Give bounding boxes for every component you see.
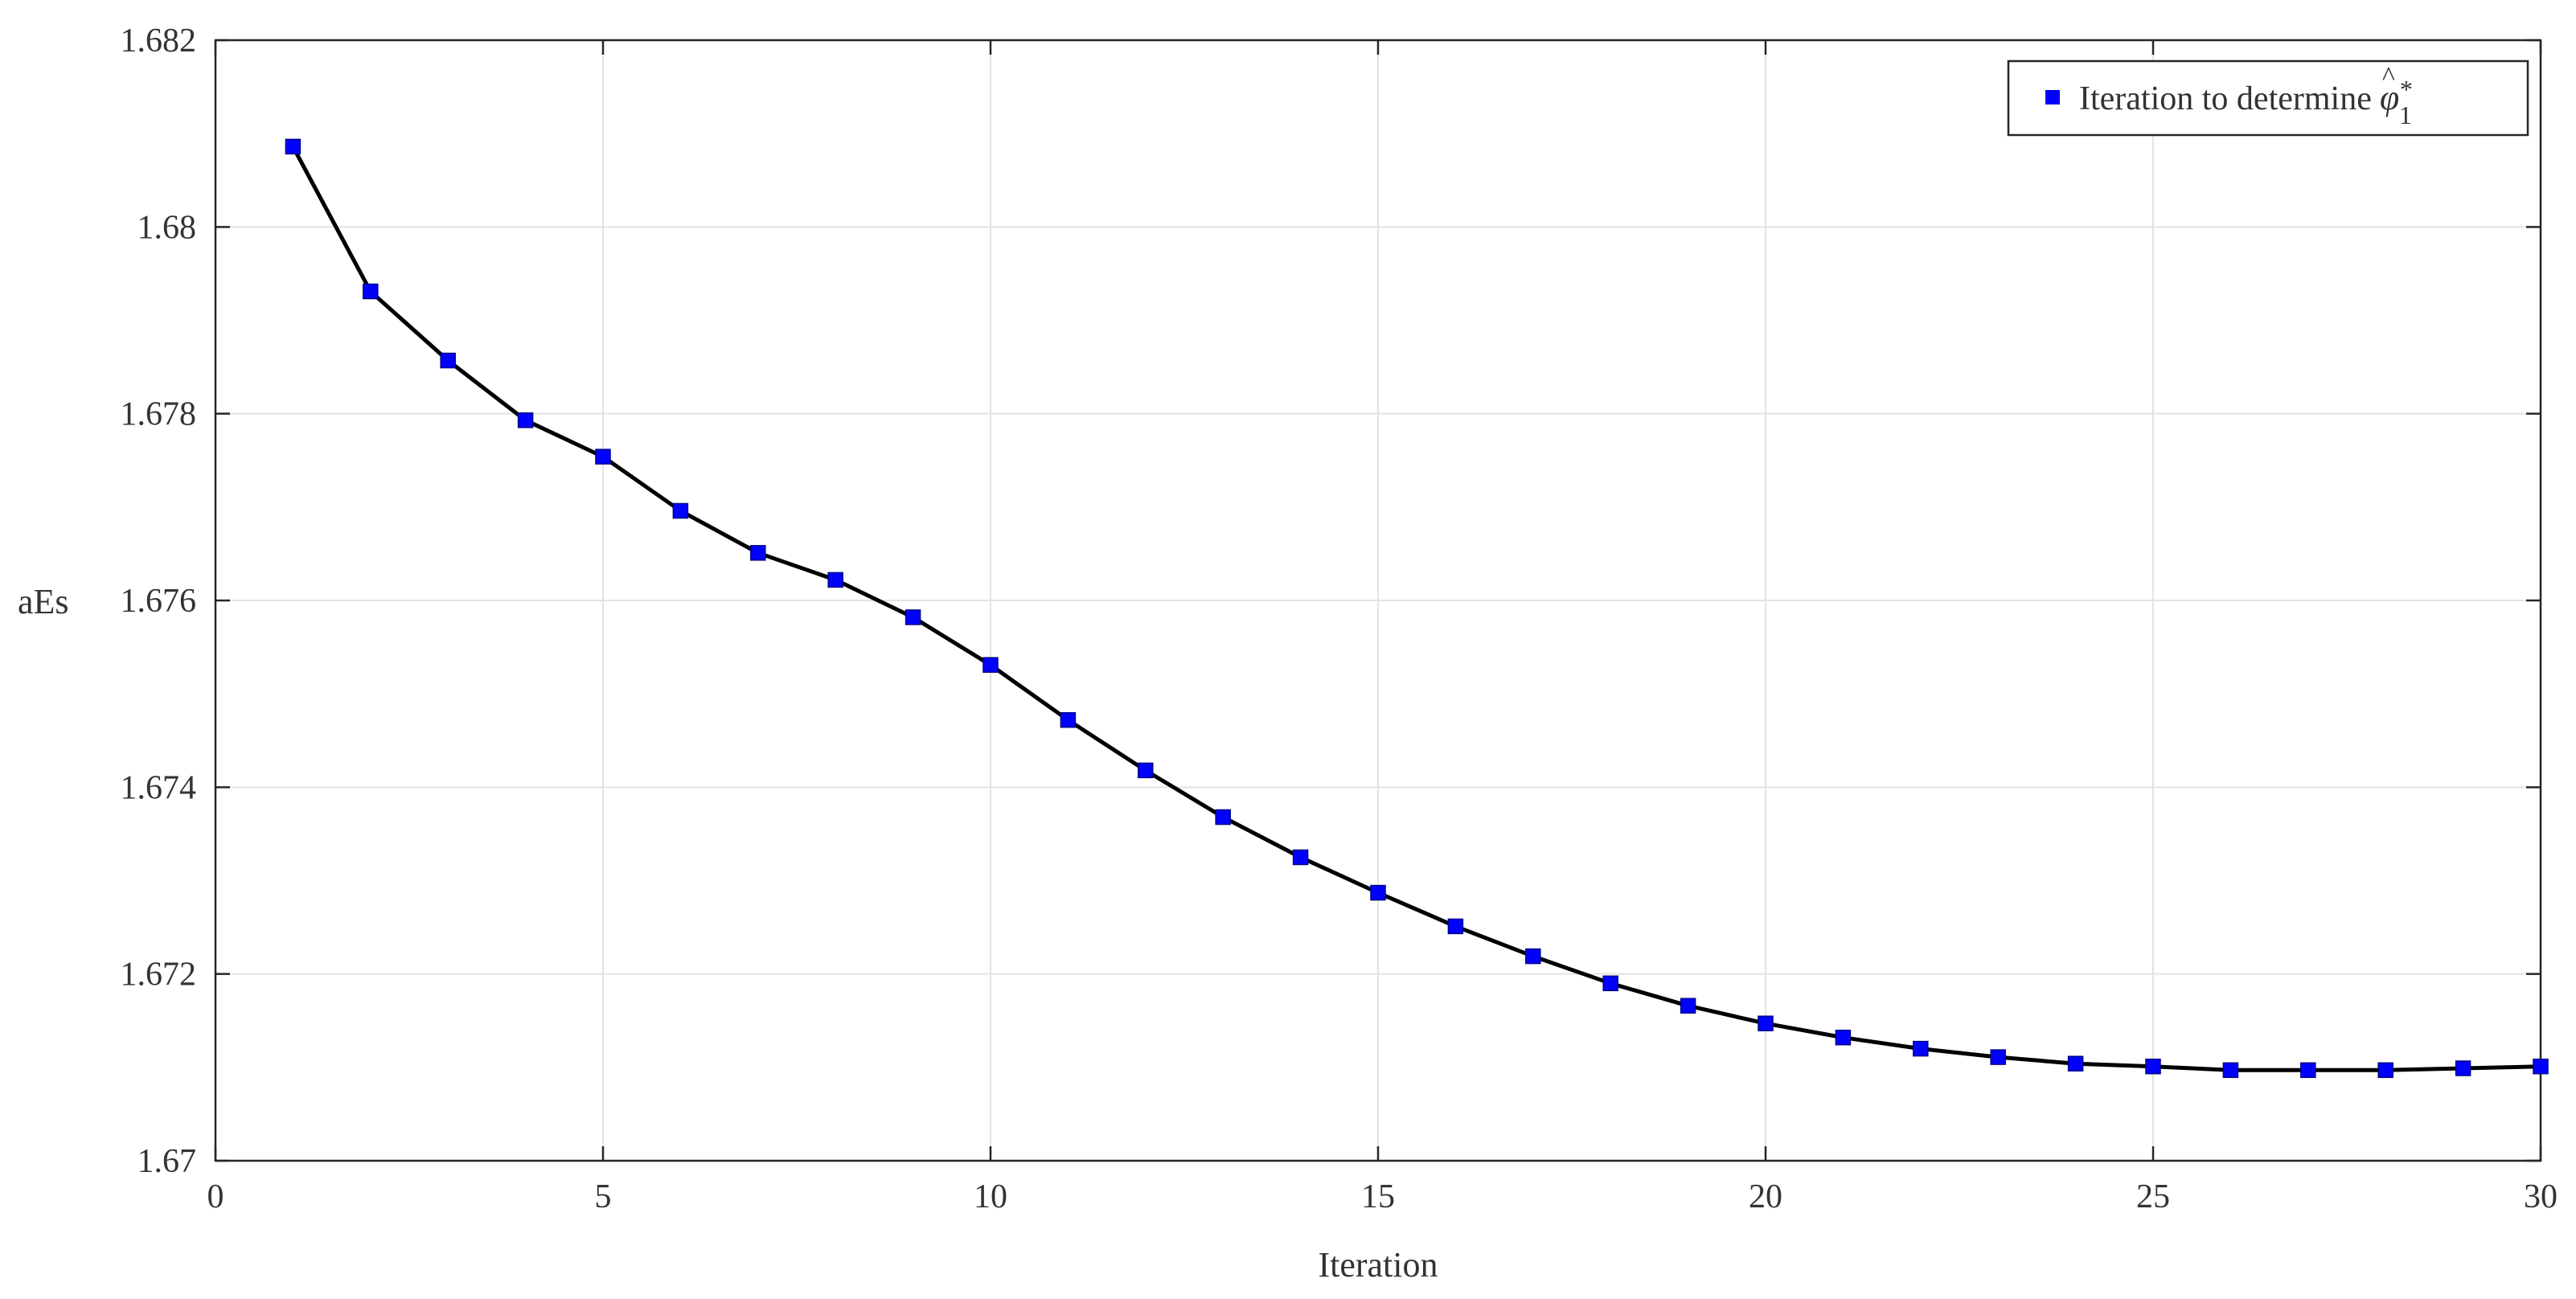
data-point-marker: [1447, 918, 1464, 935]
x-axis-label: Iteration: [1318, 1245, 1438, 1285]
gridlines: [215, 40, 2541, 1161]
x-tick-label: 30: [2524, 1178, 2558, 1215]
series-line: [291, 145, 2541, 1072]
x-tick-label: 10: [974, 1178, 1007, 1215]
data-point-marker: [440, 352, 456, 369]
legend-label: Iteration to determine: [2079, 80, 2372, 117]
data-point-marker: [595, 449, 611, 465]
y-tick-label: 1.67: [137, 1143, 197, 1180]
data-point-marker: [2222, 1062, 2239, 1079]
data-point-marker: [1215, 809, 1231, 826]
data-point-marker: [1525, 948, 1541, 965]
data-point-marker: [1138, 762, 1154, 779]
y-tick-label: 1.68: [137, 209, 197, 246]
x-tick-label: 20: [1749, 1178, 1782, 1215]
data-point-marker: [1990, 1049, 2006, 1065]
series-group: [285, 138, 2549, 1079]
y-tick-label: 1.678: [121, 396, 197, 433]
legend-symbol-subscript: 1: [2399, 100, 2412, 129]
data-point-marker: [1758, 1015, 1774, 1031]
data-point-marker: [2067, 1055, 2084, 1072]
data-point-marker: [2300, 1062, 2316, 1079]
legend-symbol-superscript: *: [2400, 75, 2413, 104]
data-point-marker: [1292, 849, 1309, 866]
data-point-marker: [517, 412, 534, 428]
axis-ticks: 0 5 10 15 20 25 30 1.67 1.672 1.674 1.676 1.678 1.68…: [121, 23, 2558, 1215]
data-point-marker: [1602, 975, 1618, 992]
data-point-marker: [1913, 1040, 1929, 1057]
y-tick-label: 1.674: [121, 769, 197, 806]
data-point-marker: [827, 572, 843, 588]
data-point-marker: [363, 283, 379, 300]
y-tick-label: 1.672: [121, 957, 197, 994]
legend-marker: [2045, 90, 2060, 104]
data-point-marker: [2533, 1058, 2549, 1075]
data-point-marker: [1370, 884, 1386, 901]
x-tick-label: 5: [595, 1178, 612, 1215]
data-point-marker: [2455, 1060, 2471, 1076]
legend-symbol-accent: ^: [2382, 62, 2395, 92]
data-point-marker: [1680, 998, 1696, 1014]
legend-label-prefix: Iteration to determine: [2079, 80, 2372, 117]
data-point-marker: [904, 609, 921, 625]
y-axis-label: aEs: [18, 582, 69, 621]
x-tick-label: 15: [1361, 1178, 1395, 1215]
data-point-marker: [1835, 1029, 1852, 1046]
legend: Iteration to determine φ ^ * 1: [2007, 59, 2529, 137]
y-tick-label: 1.682: [121, 23, 197, 59]
data-point-marker: [1060, 711, 1077, 728]
data-point-marker: [285, 138, 301, 155]
y-tick-label: 1.676: [121, 583, 197, 620]
legend-box: [2007, 59, 2529, 137]
data-point-marker: [2377, 1062, 2393, 1079]
data-point-marker: [750, 545, 766, 561]
legend-symbol: φ: [2380, 78, 2399, 117]
data-point-marker: [672, 502, 689, 519]
x-tick-label: 0: [207, 1178, 224, 1215]
data-point-marker: [982, 657, 999, 673]
data-point-marker: [2145, 1058, 2161, 1075]
x-tick-label: 25: [2136, 1178, 2170, 1215]
